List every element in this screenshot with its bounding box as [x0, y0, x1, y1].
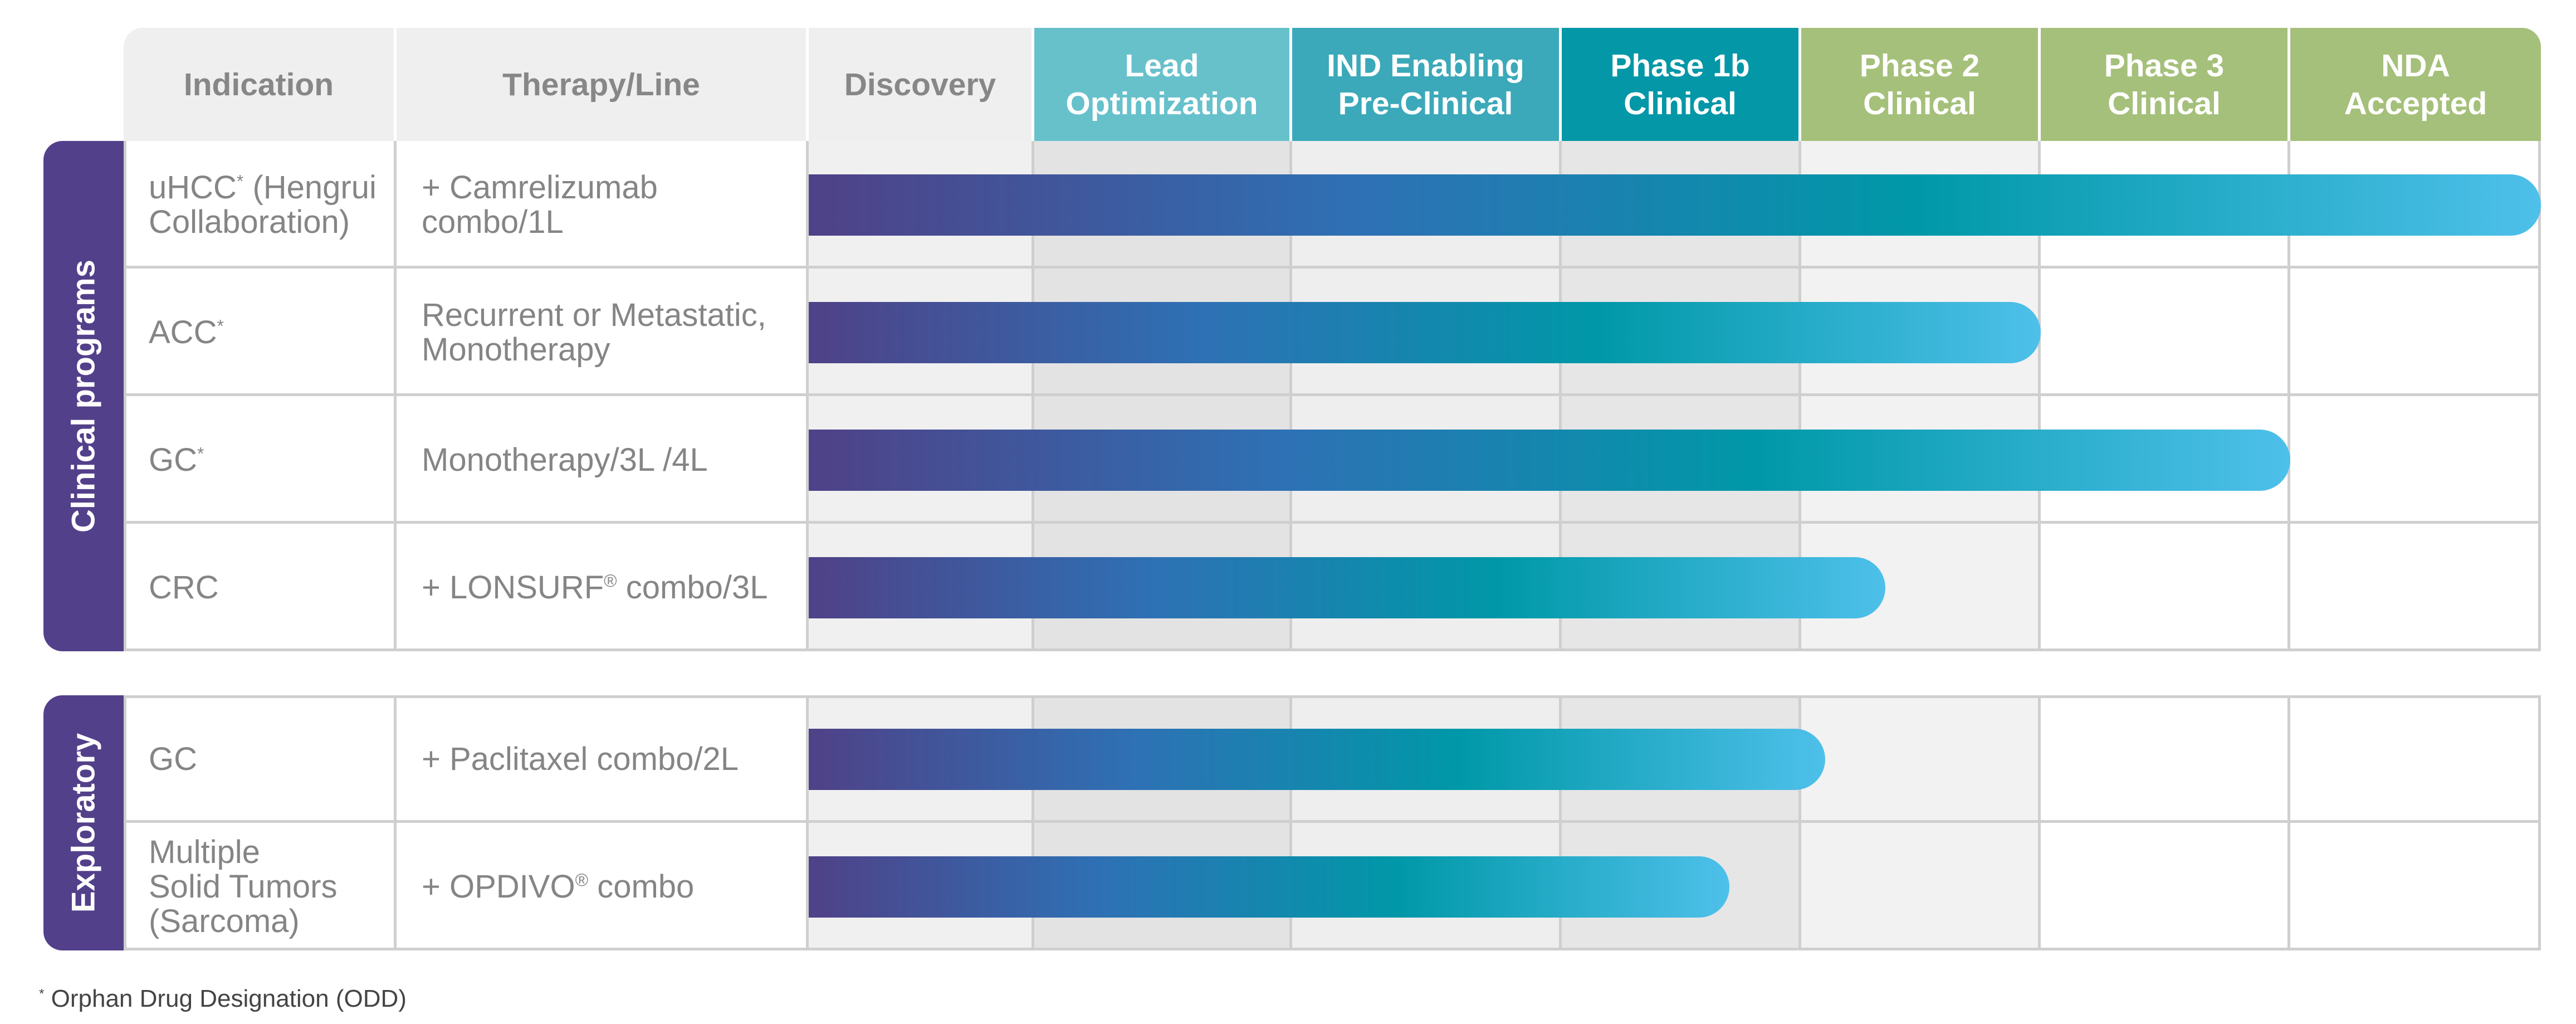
text-main: + Camrelizumab combo/1L — [422, 169, 658, 240]
text-main: CRC — [149, 569, 219, 606]
table-row: GC* Monotherapy/3L /4L — [124, 396, 2541, 524]
header-ind-enabling-pre-clinical: IND Enabling Pre-Clinical — [1292, 28, 1559, 141]
label-cell — [124, 269, 397, 396]
stage-cell — [2290, 823, 2541, 950]
table-row: CRC + LONSURF® combo/3L — [124, 524, 2541, 651]
label-cell — [397, 823, 809, 950]
progress-bar — [809, 728, 1825, 790]
indication-text: uHCC* (Hengrui Collaboration) — [149, 170, 377, 240]
therapy-text: + OPDIVO® combo — [422, 868, 695, 905]
group-label: Exploratory — [65, 733, 102, 913]
indication-text: GC — [149, 742, 197, 777]
progress-bar — [809, 557, 1885, 618]
superscript-mark: ® — [575, 870, 589, 890]
table-row: Multiple Solid Tumors (Sarcoma) + OPDIVO®… — [124, 823, 2541, 950]
therapy-text: Monotherapy/3L /4L — [422, 441, 708, 478]
progress-bar — [809, 174, 2541, 236]
therapy-text: + Camrelizumab combo/1L — [422, 170, 658, 240]
indication-label: Multiple Solid Tumors (Sarcoma) — [149, 823, 391, 950]
header-discovery: Discovery — [809, 28, 1032, 141]
table-row: GC + Paclitaxel combo/2L — [124, 695, 2541, 823]
progress-bar — [809, 301, 2041, 363]
indication-text: GC* — [149, 441, 204, 478]
text-main: Recurrent or Metastatic, Monotherapy — [422, 296, 766, 368]
stage-cell — [2290, 695, 2541, 823]
label-cell — [124, 396, 397, 524]
text-main: GC — [149, 740, 197, 777]
indication-label: ACC* — [149, 269, 391, 396]
header-phase-1b-clinical: Phase 1b Clinical — [1562, 28, 1798, 141]
therapy-label: + LONSURF® combo/3L — [422, 524, 803, 651]
stage-cell — [2290, 269, 2541, 396]
label-cell — [124, 695, 397, 823]
label-cell — [124, 524, 397, 651]
footnote-marker: * — [39, 986, 45, 1002]
group-exploratory: GC + Paclitaxel combo/2L Multiple Solid Tu… — [124, 695, 2541, 950]
therapy-label: Recurrent or Metastatic, Monotherapy — [422, 269, 803, 396]
stage-cell — [1801, 695, 2041, 823]
superscript-mark: * — [236, 170, 244, 191]
stage-cell — [2290, 396, 2541, 524]
text-main: Monotherapy/3L /4L — [422, 441, 708, 478]
text-main: uHCC — [149, 169, 237, 206]
group-clinical-programs: uHCC* (Hengrui Collaboration) + Camrelizu… — [124, 141, 2541, 651]
text-suffix: combo/3L — [617, 569, 768, 606]
label-cell — [397, 141, 809, 269]
header-therapy-line: Therapy/Line — [397, 28, 806, 141]
header-lead-optimization: Lead Optimization — [1034, 28, 1289, 141]
table-row: uHCC* (Hengrui Collaboration) + Camrelizu… — [124, 141, 2541, 269]
header-indication: Indication — [124, 28, 394, 141]
indication-label: GC* — [149, 396, 391, 524]
stage-cell — [2041, 524, 2290, 651]
therapy-label: + OPDIVO® combo — [422, 823, 803, 950]
label-cell — [397, 524, 809, 651]
therapy-text: + LONSURF® combo/3L — [422, 570, 768, 605]
stage-cell — [1801, 823, 2041, 950]
text-main: ACC — [149, 314, 217, 350]
therapy-text: + Paclitaxel combo/2L — [422, 742, 739, 777]
progress-bar — [809, 429, 2290, 491]
group-sidebar-clinical-programs: Clinical programs — [43, 141, 124, 651]
indication-label: uHCC* (Hengrui Collaboration) — [149, 141, 391, 269]
indication-label: CRC — [149, 524, 391, 651]
indication-label: GC — [149, 695, 391, 823]
therapy-label: Monotherapy/3L /4L — [422, 396, 803, 524]
header-nda-accepted: NDA Accepted — [2290, 28, 2541, 141]
header-phase-3-clinical: Phase 3 Clinical — [2041, 28, 2287, 141]
superscript-mark: * — [217, 315, 224, 336]
group-label: Clinical programs — [65, 260, 102, 533]
footnote: * Orphan Drug Designation (ODD) — [39, 985, 407, 1013]
text-main: GC — [149, 441, 197, 478]
label-cell — [397, 396, 809, 524]
superscript-mark: * — [197, 443, 204, 464]
label-cell — [124, 141, 397, 269]
text-suffix: (Hengrui Collaboration) — [149, 169, 377, 240]
header-phase-2-clinical: Phase 2 Clinical — [1801, 28, 2038, 141]
label-cell — [124, 823, 397, 950]
progress-bar — [809, 856, 1729, 918]
superscript-mark: ® — [604, 570, 617, 591]
therapy-label: + Camrelizumab combo/1L — [422, 141, 803, 269]
label-cell — [397, 269, 809, 396]
therapy-text: Recurrent or Metastatic, Monotherapy — [422, 298, 766, 367]
indication-text: Multiple Solid Tumors (Sarcoma) — [149, 835, 337, 939]
stage-cell — [2290, 524, 2541, 651]
indication-text: ACC* — [149, 315, 224, 350]
stage-cell — [2041, 269, 2290, 396]
stage-cell — [2041, 695, 2290, 823]
group-sidebar-exploratory: Exploratory — [43, 695, 124, 950]
therapy-label: + Paclitaxel combo/2L — [422, 695, 803, 823]
text-suffix: combo — [588, 868, 695, 905]
text-main: + Paclitaxel combo/2L — [422, 740, 739, 777]
indication-text: CRC — [149, 570, 219, 605]
stage-cell — [2041, 823, 2290, 950]
text-main: Multiple Solid Tumors (Sarcoma) — [149, 833, 338, 939]
table-row: ACC* Recurrent or Metastatic, Monotherapy — [124, 269, 2541, 396]
footnote-text: Orphan Drug Designation (ODD) — [44, 985, 407, 1012]
text-main: + OPDIVO — [422, 868, 575, 905]
label-cell — [397, 695, 809, 823]
text-main: + LONSURF — [422, 569, 604, 606]
